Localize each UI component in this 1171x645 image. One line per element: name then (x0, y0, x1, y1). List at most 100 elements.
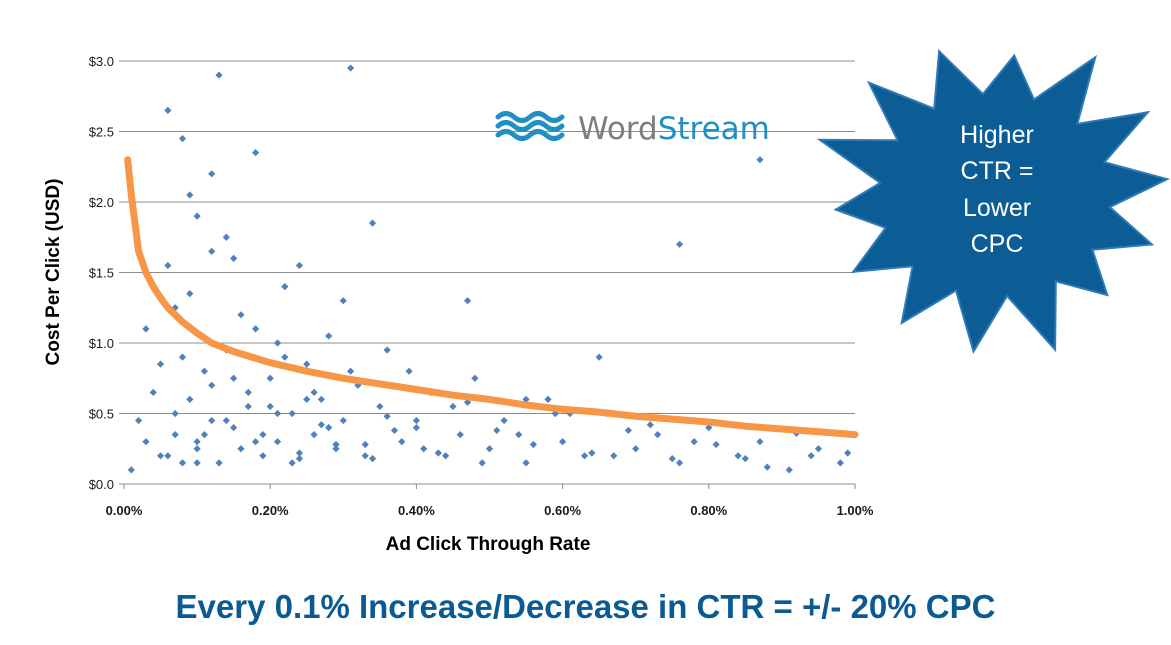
scatter-point (156, 360, 165, 368)
wave-line (495, 120, 565, 132)
scatter-point (529, 440, 537, 449)
scatter-point (193, 438, 201, 446)
scatter-point (222, 233, 230, 241)
scatter-point (200, 431, 209, 439)
scatter-point (449, 402, 457, 411)
callout-line-2: CTR = (961, 157, 1034, 185)
scatter-point (544, 395, 552, 403)
scatter-point (705, 424, 713, 432)
scatter-point (251, 438, 260, 446)
scatter-point (244, 388, 252, 396)
scatter-point (420, 445, 428, 453)
scatter-point (471, 374, 479, 382)
scatter-point (149, 388, 157, 396)
scatter-point (325, 332, 333, 340)
scatter-point (142, 438, 150, 446)
x-tick-label: 0.20% (252, 503, 289, 518)
scatter-point (383, 346, 391, 354)
scatter-point (208, 416, 216, 425)
scatter-point (251, 149, 260, 157)
scatter-point (836, 459, 844, 467)
scatter-point (390, 426, 399, 435)
scatter-point (237, 445, 245, 453)
scatter-point (361, 452, 369, 460)
scatter-point (208, 247, 216, 255)
scatter-point (193, 212, 201, 220)
scatter-point (288, 459, 296, 467)
scatter-point (230, 254, 238, 262)
scatter-point (193, 459, 201, 467)
scatter-point (580, 452, 589, 460)
scatter-point (646, 421, 654, 429)
callout-line-4: CPC (971, 230, 1024, 258)
x-tick-label: 0.40% (398, 503, 435, 518)
scatter-point (741, 455, 749, 463)
scatter-point (814, 445, 823, 453)
scatter-point (756, 438, 764, 446)
scatter-point (522, 395, 530, 403)
scatter-point (763, 463, 771, 471)
y-axis-ticks: $0.0 $0.5 $1.0 $1.5 $2.0 $2.5 $3.0 (89, 54, 114, 492)
scatter-point (281, 353, 289, 361)
scatter-point (164, 452, 172, 460)
scatter-point (200, 367, 209, 375)
scatter-point (273, 409, 282, 418)
scatter-point (288, 409, 296, 418)
scatter-point (675, 459, 684, 467)
scatter-point (244, 402, 252, 411)
scatter-point (325, 424, 333, 432)
scatter-point (332, 440, 340, 449)
scatter-point (368, 455, 377, 463)
scatter-point (559, 438, 567, 446)
x-tick-label: 1.00% (837, 503, 874, 518)
scatter-points (124, 64, 859, 474)
scatter-point (332, 445, 340, 453)
scatter-point (675, 240, 684, 248)
scatter-point (156, 452, 165, 460)
callout-line-3: Lower (963, 194, 1031, 222)
scatter-point (412, 424, 420, 432)
scatter-point (434, 449, 442, 457)
scatter-point (251, 325, 260, 333)
scatter-point (266, 374, 274, 382)
footer-caption: Every 0.1% Increase/Decrease in CTR = +/… (175, 588, 996, 625)
scatter-point (478, 459, 486, 467)
scatter-point (171, 431, 179, 439)
scatter-point (712, 440, 720, 449)
scatter-point (222, 416, 230, 425)
wordstream-logo: WordStream (495, 111, 770, 147)
scatter-point (844, 449, 852, 457)
scatter-point (237, 311, 245, 319)
scatter-point (186, 290, 194, 298)
x-tick-label: 0.80% (690, 503, 727, 518)
scatter-point (295, 449, 304, 457)
scatter-point (208, 381, 216, 389)
scatter-point (208, 170, 216, 178)
scatter-point (310, 388, 318, 396)
scatter-point (522, 459, 530, 467)
scatter-point (178, 353, 187, 361)
wave-icon (495, 111, 565, 141)
y-tick-label: $0.5 (89, 407, 114, 422)
scatter-point (310, 431, 318, 439)
x-axis-title: Ad Click Through Rate (386, 534, 591, 555)
scatter-point (485, 445, 494, 453)
svg-text:WordStream: WordStream (578, 111, 770, 147)
scatter-point (186, 395, 194, 403)
scatter-point (493, 426, 501, 435)
wave-line (495, 111, 565, 123)
scatter-point (376, 402, 384, 411)
scatter-point (193, 445, 201, 453)
scatter-point (339, 416, 347, 425)
scatter-point (259, 431, 267, 439)
scatter-point (215, 71, 223, 79)
scatter-point (361, 440, 369, 449)
scatter-point (230, 374, 238, 382)
logo-word-2: Stream (658, 111, 770, 147)
scatter-point (785, 466, 793, 474)
scatter-point (756, 156, 764, 164)
scatter-point (442, 452, 450, 460)
scatter-point (654, 431, 662, 439)
x-axis-ticks: 0.00% 0.20% 0.40% 0.60% 0.80% 1.00% (106, 484, 874, 518)
scatter-point (807, 452, 815, 460)
